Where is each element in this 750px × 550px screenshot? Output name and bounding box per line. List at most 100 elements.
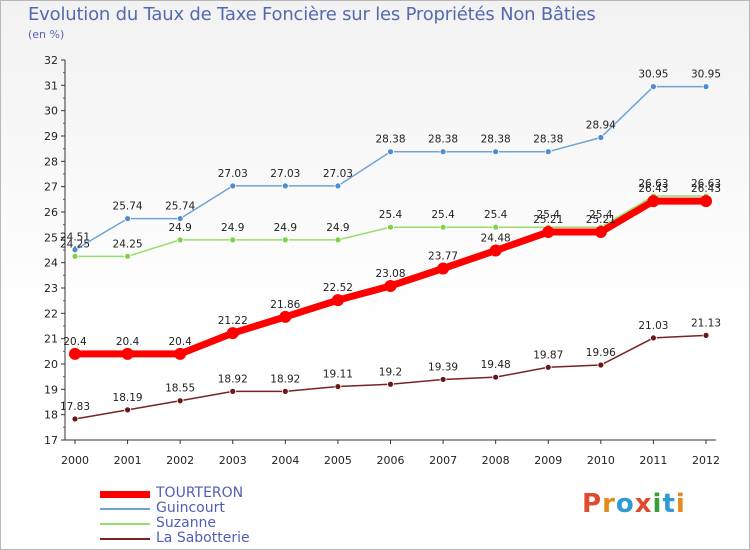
data-label: 25.74 [165,201,195,213]
data-label: 25.4 [431,209,455,221]
legend-label: La Sabotterie [156,530,250,546]
data-point [124,215,131,222]
data-point [492,148,500,156]
data-point [387,223,394,231]
y-tick-label: 23 [44,282,58,295]
data-point [439,148,447,156]
x-tick-label: 2009 [534,454,562,467]
data-point [387,380,394,388]
data-point [69,347,81,360]
y-tick-label: 28 [44,155,58,168]
data-label: 28.94 [586,120,616,132]
x-tick-label: 2012 [692,454,720,467]
data-point [650,83,657,90]
data-point [597,134,605,141]
data-label: 25.74 [113,201,143,213]
legend-swatch [100,538,150,540]
data-label: 24.51 [60,232,90,244]
data-label: 25.21 [533,214,563,226]
data-point [702,83,710,90]
data-label: 23.77 [428,250,458,262]
x-tick-label: 2010 [587,454,615,467]
legend-label: Suzanne [156,515,217,531]
data-point [492,223,500,231]
data-point [229,182,237,190]
data-label: 27.03 [323,168,353,180]
data-point [647,195,660,208]
data-label: 19.48 [481,359,511,371]
data-label: 28.38 [481,134,511,146]
data-point [124,406,131,414]
data-label: 21.13 [691,317,721,329]
x-tick-label: 2005 [324,454,352,467]
data-label: 26.43 [691,183,721,195]
data-label: 17.83 [60,401,90,413]
data-label: 25.4 [589,209,613,221]
data-point [384,279,397,292]
data-label: 25.4 [379,209,403,221]
x-tick-label: 2011 [639,454,667,467]
data-label: 18.92 [218,373,248,385]
data-point [542,226,555,239]
data-point [121,347,134,360]
data-point [334,383,342,390]
data-label: 20.4 [116,336,140,348]
x-tick-label: 2007 [429,454,457,467]
data-label: 21.86 [270,299,300,311]
data-point [229,387,237,395]
data-label: 25.4 [537,209,561,221]
x-tick-label: 2006 [377,454,405,467]
data-point [331,294,344,307]
y-tick-label: 22 [44,307,58,320]
data-point [544,363,552,371]
legend-swatch [100,508,150,510]
data-label: 23.08 [375,268,405,280]
legend-label: TOURTERON [156,485,244,501]
y-tick-label: 19 [44,383,58,396]
data-point [597,361,605,369]
data-label: 18.92 [270,373,300,385]
data-label: 21.03 [638,320,668,332]
data-label: 19.2 [379,366,402,378]
data-point [700,195,712,208]
data-point [71,246,79,254]
data-point [334,182,342,190]
data-point [176,397,184,405]
data-label: 20.4 [168,336,192,348]
x-tick-label: 2000 [61,454,89,467]
data-point [176,236,184,244]
data-label: 19.39 [428,361,458,373]
data-point [334,236,342,244]
y-tick-label: 31 [44,79,58,92]
data-point [174,347,187,360]
proxiti-logo: Proxiti [582,489,686,519]
y-tick-label: 20 [44,358,58,371]
data-point [279,310,292,323]
data-point [71,252,79,260]
data-label: 24.9 [221,222,244,234]
x-tick-label: 2003 [219,454,247,467]
data-point [71,415,79,423]
y-tick-label: 21 [44,333,58,346]
legend-label: Guincourt [156,500,225,516]
data-label: 27.03 [218,168,248,180]
data-label: 26.63 [691,178,721,190]
data-point [437,262,450,275]
data-label: 30.95 [638,69,668,81]
data-label: 18.19 [113,392,143,404]
x-tick-label: 2001 [114,454,142,467]
data-label: 19.11 [323,369,353,381]
legend-swatch [100,523,150,525]
y-tick-label: 29 [44,130,58,143]
data-label: 26.43 [638,183,668,195]
y-tick-label: 32 [44,54,58,67]
data-point [124,252,131,260]
data-point [281,182,289,190]
x-tick-label: 2004 [271,454,299,467]
x-tick-label: 2008 [482,454,510,467]
data-label: 24.9 [326,222,349,234]
unit-label: (en %) [28,28,65,41]
data-point [439,376,447,383]
y-tick-label: 26 [44,206,58,219]
